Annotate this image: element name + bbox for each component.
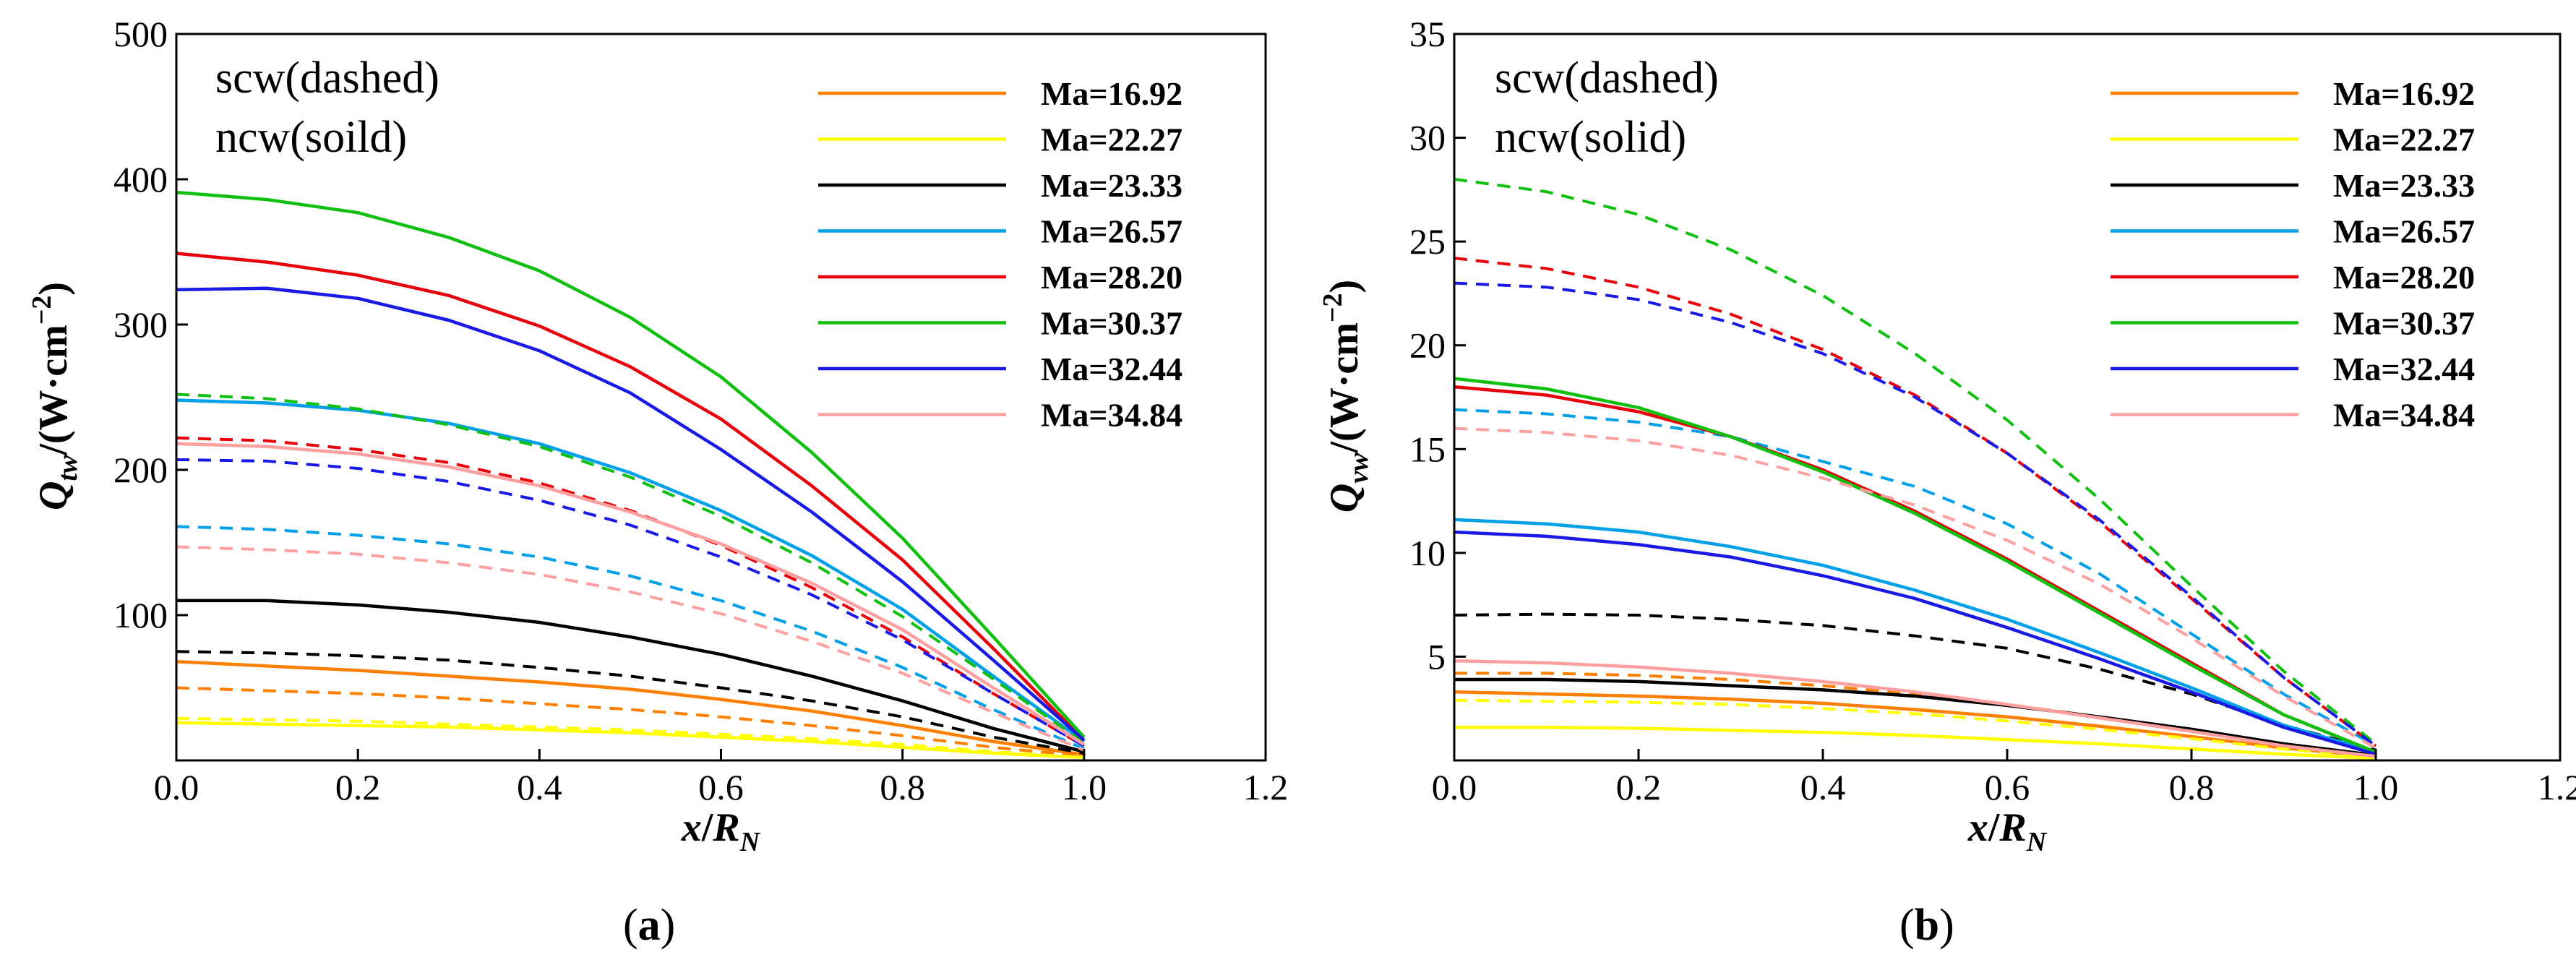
panel-a-line-solid-ma2333 <box>176 599 1085 754</box>
panel-a-line-solid-ma3484 <box>176 442 1085 746</box>
panel-a-line-dashed-ma2657 <box>176 525 1085 750</box>
panel-a-axes: 0.0 0.2 0.4 0.6 0.8 1.0 1.2 100 200 300 400 500 <box>113 14 1288 807</box>
panel-a-note-dashed: scw(dashed) <box>215 53 439 103</box>
panel-a-x-tick-label: 1.0 <box>1062 767 1107 807</box>
panel-b-line-dashed-ma3037 <box>1454 178 2377 745</box>
panel-b-line-solid-ma2657 <box>1454 518 2377 754</box>
panel-b-x-tick-label: 0.2 <box>1616 767 1662 807</box>
panel-a-y-tick-label: 400 <box>113 159 168 200</box>
panel-b-y-tick-label: 10 <box>1409 533 1446 573</box>
panel-b-line-dashed-ma2657 <box>1454 408 2377 747</box>
panel-a-series <box>176 190 1086 760</box>
panel-b-line-dashed-ma2227 <box>1454 698 2377 759</box>
panel-a-x-tick-label: 0.2 <box>335 767 381 807</box>
panel-a-line-solid-ma1692 <box>176 660 1085 757</box>
panel-b-note-dashed: scw(dashed) <box>1495 53 1719 103</box>
panel-b-y-tick-label: 35 <box>1409 14 1446 54</box>
panel-b-x-tick-label: 1.0 <box>2353 767 2399 807</box>
panel-b-x-tick-label: 0.6 <box>1985 767 2030 807</box>
panel-a-legend-label-ma2820: Ma=28.20 <box>1041 259 1182 296</box>
panel-b-line-solid-ma2333 <box>1454 677 2377 758</box>
panel-a-line-dashed-ma2333 <box>176 650 1085 755</box>
panel-b-legend-label-ma3037: Ma=30.37 <box>2333 305 2475 342</box>
panel-b-y-tick-label: 20 <box>1409 325 1446 366</box>
panel-b-legend-label-ma2657: Ma=26.57 <box>2333 213 2475 250</box>
panel-a-legend-label-ma3484: Ma=34.84 <box>1041 397 1182 434</box>
panel-a-y-tick-label: 100 <box>113 595 168 635</box>
panel-a-x-tick-label: 1.2 <box>1243 767 1289 807</box>
panel-b-y-tick-label: 5 <box>1427 636 1446 677</box>
panel-b-legend-label-ma3484: Ma=34.84 <box>2333 397 2475 434</box>
panel-b-line-solid-ma3037 <box>1454 377 2377 754</box>
panel-a-legend-label-ma2657: Ma=26.57 <box>1041 213 1182 250</box>
panel-a-line-solid-ma3244 <box>176 286 1086 742</box>
panel-a-y-tick-label: 300 <box>113 304 168 345</box>
panel-b-line-solid-ma3244 <box>1454 530 2377 756</box>
panel-a-legend-label-ma1692: Ma=16.92 <box>1041 75 1182 112</box>
panel-a-caption: (a) <box>623 901 675 950</box>
panel-b-line-dashed-ma2820 <box>1454 257 2377 747</box>
panel-a: 0.0 0.2 0.4 0.6 0.8 1.0 1.2 100 200 300 400 500 Ma=… <box>27 14 1288 950</box>
panel-b-legend-label-ma2227: Ma=22.27 <box>2333 121 2475 158</box>
panel-a-y-tick-label: 200 <box>113 450 168 490</box>
panel-b-x-tick-label: 0.4 <box>1800 767 1846 807</box>
panel-b-x-tick-label: 0.0 <box>1432 767 1477 807</box>
panel-b-line-solid-ma1692 <box>1454 690 2377 758</box>
panel-a-line-dashed-ma3037 <box>176 393 1085 745</box>
panel-a-x-axis-title: x/RN <box>681 805 761 857</box>
panel-b-line-dashed-ma2333 <box>1454 612 2377 752</box>
panel-b-note-solid: ncw(solid) <box>1495 113 1686 162</box>
panel-b-legend-label-ma2820: Ma=28.20 <box>2333 259 2475 296</box>
panel-a-line-dashed-ma1692 <box>176 686 1084 758</box>
panel-a-y-axis-title: Qtw/(W·cm−2) <box>27 282 83 510</box>
panel-a-legend: Ma=16.92 Ma=22.27 Ma=23.33 Ma=26.57 Ma=28.20… <box>818 75 1182 434</box>
panel-b-x-tick-label: 1.2 <box>2538 767 2576 807</box>
panel-b-legend-label-ma3244: Ma=32.44 <box>2333 351 2475 387</box>
panel-a-x-tick-label: 0.6 <box>698 767 744 807</box>
panel-b: 0.0 0.2 0.4 0.6 0.8 1.0 1.2 5 10 15 20 25 30 35 Ma=16… <box>1318 14 2576 950</box>
panel-b-line-solid-ma3484 <box>1454 659 2377 758</box>
panel-b-y-tick-label: 30 <box>1409 118 1446 158</box>
panel-a-line-dashed-ma3244 <box>176 458 1085 747</box>
panel-a-line-solid-ma2227 <box>176 721 1084 760</box>
panel-b-legend: Ma=16.92 Ma=22.27 Ma=23.33 Ma=26.57 Ma=28.20… <box>2111 75 2475 434</box>
panel-b-x-axis-title: x/RN <box>1967 805 2048 857</box>
panel-a-x-tick-label: 0.8 <box>880 767 925 807</box>
panel-a-note-solid: ncw(soild) <box>215 113 407 162</box>
panel-b-caption: (b) <box>1899 901 1954 950</box>
panel-a-line-solid-ma3037 <box>176 190 1086 739</box>
panel-b-legend-label-ma1692: Ma=16.92 <box>2333 75 2475 112</box>
panel-a-legend-label-ma2333: Ma=23.33 <box>1041 167 1182 204</box>
panel-a-legend-label-ma3244: Ma=32.44 <box>1041 351 1182 387</box>
panel-a-x-tick-label: 0.0 <box>154 767 199 807</box>
panel-a-legend-label-ma2227: Ma=22.27 <box>1041 121 1182 158</box>
panel-b-y-tick-label: 15 <box>1409 429 1446 469</box>
panel-b-axes: 0.0 0.2 0.4 0.6 0.8 1.0 1.2 5 10 15 20 25 30 35 <box>1409 14 2576 807</box>
panel-a-legend-label-ma3037: Ma=30.37 <box>1041 305 1182 342</box>
panel-a-line-solid-ma2657 <box>176 398 1086 743</box>
panel-b-series <box>1454 178 2377 760</box>
panel-b-line-dashed-ma3484 <box>1454 426 2377 750</box>
panel-b-y-axis-title: Qvw/(W·cm−2) <box>1318 280 1374 512</box>
panel-b-line-solid-ma2227 <box>1454 725 2377 760</box>
panel-b-line-dashed-ma3244 <box>1454 281 2377 747</box>
panel-b-x-tick-label: 0.8 <box>2169 767 2215 807</box>
panel-b-y-tick-label: 25 <box>1409 221 1446 262</box>
panel-a-x-tick-label: 0.4 <box>517 767 562 807</box>
panel-a-y-tick-label: 500 <box>113 14 168 54</box>
panel-a-line-dashed-ma3484 <box>176 545 1085 752</box>
panel-b-legend-label-ma2333: Ma=23.33 <box>2333 167 2475 204</box>
panel-a-line-solid-ma2820 <box>176 252 1086 742</box>
